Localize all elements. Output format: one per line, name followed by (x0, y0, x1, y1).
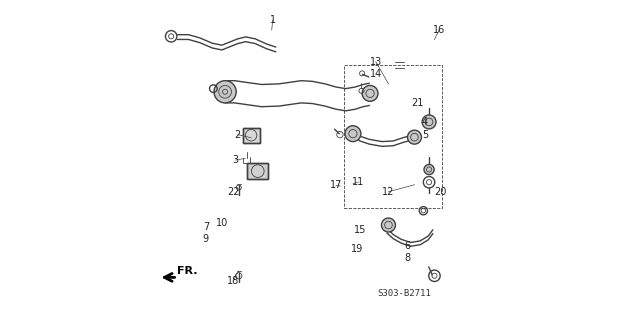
Circle shape (382, 218, 396, 232)
Text: 12: 12 (382, 187, 394, 197)
Text: FR.: FR. (177, 266, 198, 276)
Text: 17: 17 (330, 180, 342, 190)
Text: 13: 13 (370, 57, 382, 67)
Bar (247, 163, 268, 179)
Text: S303-B2711: S303-B2711 (377, 289, 431, 298)
Text: 2: 2 (235, 130, 241, 140)
Circle shape (214, 81, 236, 103)
Text: 21: 21 (411, 98, 423, 108)
Text: 9: 9 (202, 234, 208, 244)
Circle shape (362, 85, 378, 101)
Text: 14: 14 (370, 69, 382, 79)
Bar (242, 128, 260, 142)
Circle shape (345, 126, 361, 142)
Bar (344, 65, 442, 208)
Circle shape (422, 115, 436, 129)
Bar (242, 128, 260, 142)
Text: 11: 11 (352, 177, 365, 187)
Text: 15: 15 (354, 225, 366, 235)
Circle shape (408, 130, 422, 144)
Text: 7: 7 (203, 222, 209, 232)
Text: 16: 16 (433, 25, 445, 35)
Text: 10: 10 (216, 219, 228, 228)
Text: 6: 6 (404, 241, 411, 251)
Text: 5: 5 (422, 130, 428, 140)
Text: 8: 8 (404, 253, 411, 263)
Text: 1: 1 (269, 15, 276, 25)
Circle shape (424, 164, 434, 175)
Text: 4: 4 (422, 117, 428, 127)
Bar (247, 163, 268, 179)
Text: 18: 18 (227, 276, 239, 285)
Text: 22: 22 (227, 187, 239, 197)
Text: 20: 20 (435, 187, 447, 197)
Text: 19: 19 (351, 244, 363, 254)
Text: 3: 3 (232, 155, 239, 165)
